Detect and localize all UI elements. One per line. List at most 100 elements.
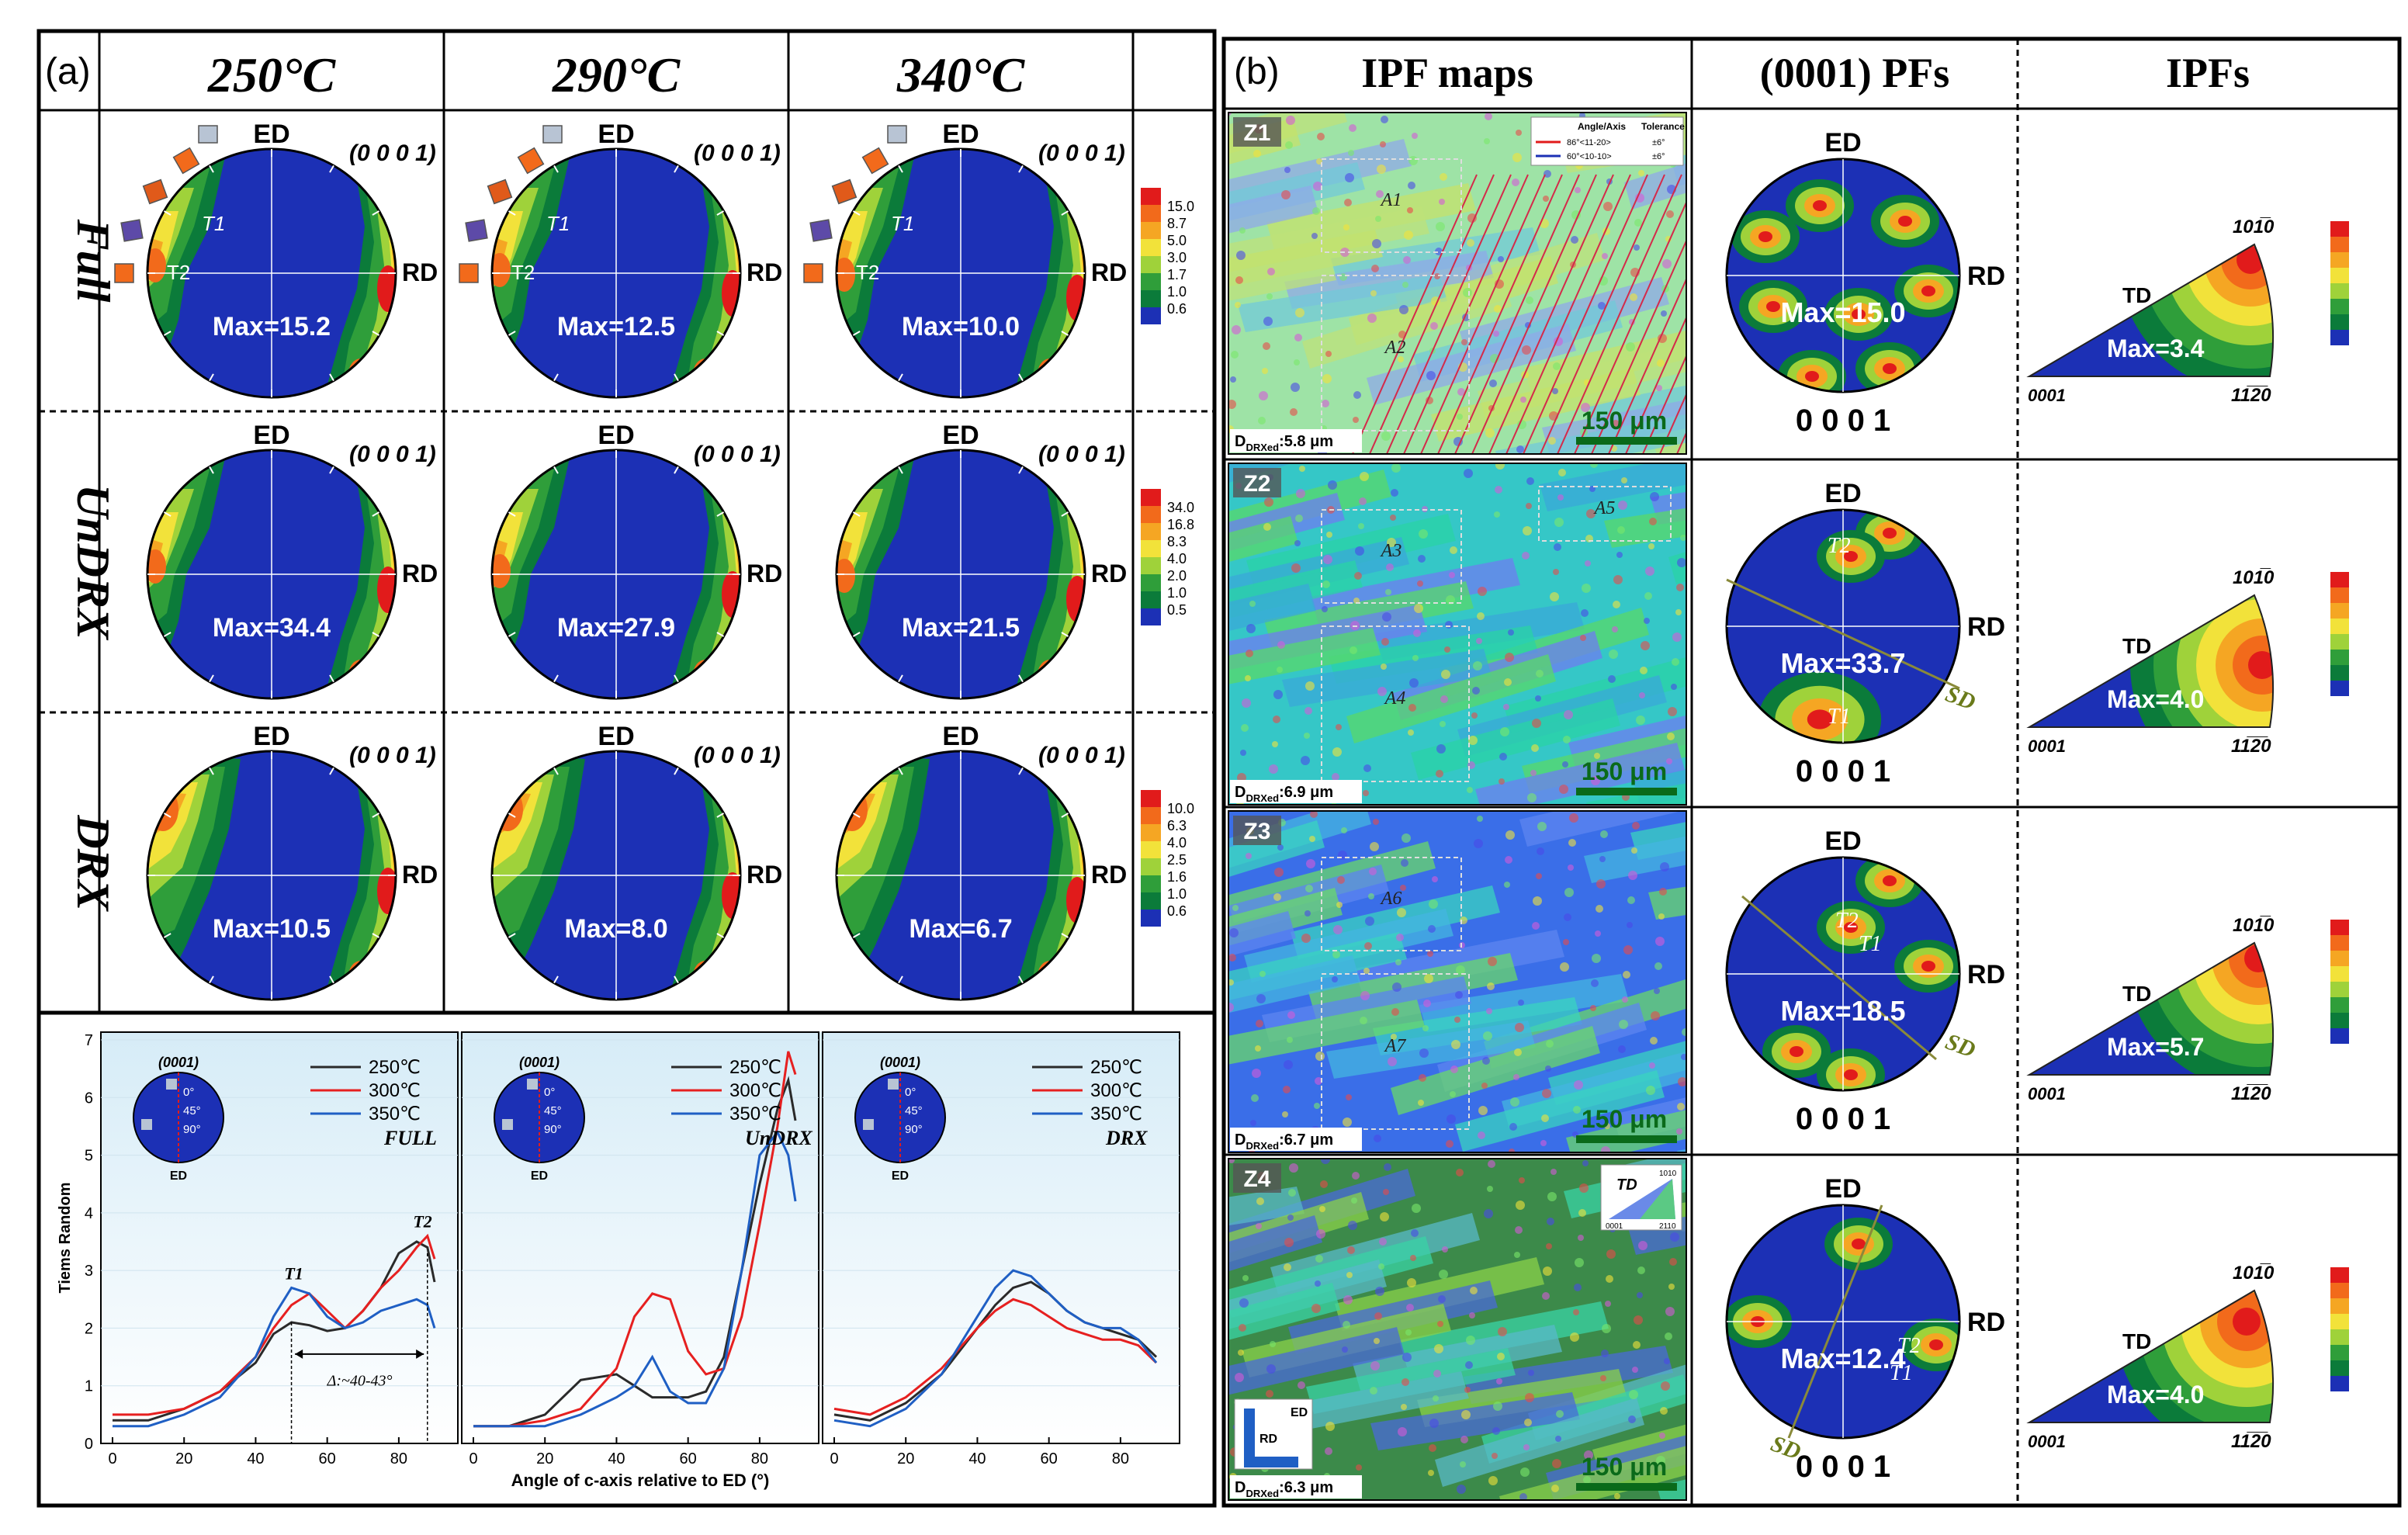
svg-text:60°<10-10>: 60°<10-10>: [1567, 152, 1612, 161]
scale-value: 0.5: [1167, 602, 1187, 618]
x-tick-label: 80: [390, 1450, 407, 1467]
panel-b-label: (b): [1234, 51, 1280, 92]
svg-text:0001: 0001: [1606, 1222, 1623, 1231]
scale-value: 1.0: [1167, 284, 1187, 300]
scale-bar: [1576, 1483, 1677, 1491]
ed-label: ED: [598, 421, 634, 450]
pole-figure: ED RD (0 0 0 1) Max=12.5 T1 T2: [459, 120, 782, 399]
x-tick-label: 20: [536, 1450, 553, 1467]
region-label: A5: [1593, 498, 1616, 518]
max-label: Max=6.7: [909, 914, 1012, 944]
x-tick-label: 0: [108, 1450, 116, 1467]
legend-label: 350℃: [369, 1104, 421, 1124]
x-tick-label: 40: [968, 1450, 986, 1467]
grain-size-label: DDRXed:6.7 μm: [1235, 1131, 1333, 1152]
ipf-color-bar: [2330, 920, 2349, 1044]
legend-label: 350℃: [1090, 1104, 1142, 1124]
scale-value: 5.0: [1167, 233, 1187, 248]
twin-label-t1: T1: [546, 212, 570, 235]
rd-label: RD: [1967, 960, 2005, 989]
row-labels: Full UnDRX DRX: [68, 219, 119, 913]
color-scale: 34.0 16.8 8.3 4.02.01.00.5: [1141, 489, 1194, 625]
x-tick-label: 60: [319, 1450, 336, 1467]
legend-label: 300℃: [369, 1080, 421, 1101]
ipf-color-bar: [2330, 221, 2349, 345]
pf-bottom-label: 0 0 0 1: [1796, 404, 1890, 438]
inset-title: (0001): [158, 1055, 199, 1070]
region-label: A2: [1384, 338, 1406, 358]
ipf-corner-0001: 0001: [2028, 1432, 2066, 1451]
crystal-cube-icon: [172, 147, 200, 175]
inset-ed-label: ED: [531, 1169, 548, 1183]
rd-label: RD: [1967, 612, 2005, 642]
pole-figure: ED RD (0 0 0 1) Max=27.9: [490, 421, 782, 700]
rd-label: RD: [1967, 1308, 2005, 1337]
svg-text:TD: TD: [1616, 1176, 1637, 1194]
panel-b-headers: IPF maps (0001) PFs IPFs: [1361, 50, 2250, 96]
ipf-corner-10-10: 101̅0: [2233, 567, 2275, 588]
ipf-max-label: Max=3.4: [2107, 334, 2205, 362]
x-tick-label: 60: [680, 1450, 697, 1467]
chart-title: FULL: [383, 1127, 437, 1149]
scale-value: 10.0: [1167, 801, 1194, 816]
scale-value: 15.0: [1167, 199, 1194, 214]
x-tick-label: 20: [175, 1450, 192, 1467]
y-tick-label: 7: [85, 1032, 93, 1049]
inset-angle-90: 90°: [544, 1123, 562, 1136]
ipf-color-bar: [2330, 1267, 2349, 1391]
rd-label: RD: [747, 258, 782, 286]
pf-max-label: Max=15.0: [1780, 296, 1905, 328]
twin-label-t1: T1: [202, 212, 225, 235]
ipf-corner-10-10: 101̅0: [2233, 217, 2275, 237]
scale-bar-label: 150 μm: [1582, 1453, 1667, 1481]
scale-value: 0.6: [1167, 301, 1187, 317]
rd-label: RD: [1967, 262, 2005, 291]
ipf-corner-11-20: 11̅2̅0: [2231, 1431, 2271, 1452]
grain-size-label: DDRXed:6.3 μm: [1235, 1479, 1333, 1499]
y-tick-label: 4: [85, 1205, 93, 1222]
scale-value: 4.0: [1167, 835, 1187, 851]
grain-size-label: DDRXed:6.9 μm: [1235, 784, 1333, 804]
legend-label: 250℃: [1090, 1057, 1142, 1078]
panel-b-frame: [1221, 36, 2402, 1508]
row-label: DRX: [68, 814, 119, 912]
svg-text:RD: RD: [1259, 1433, 1277, 1446]
region-box: [1321, 973, 1470, 1130]
pole-figure: ED RD (0 0 0 1) Max=10.0 T1 T2: [803, 120, 1127, 399]
pole-figure: ED RD (0 0 0 1) Max=8.0: [490, 722, 782, 1001]
ipf-max-label: Max=4.0: [2107, 1381, 2204, 1409]
ipf-corner-11-20: 11̅2̅0: [2231, 736, 2271, 757]
series-line: [113, 1233, 436, 1416]
column-header: (0001) PFs: [1760, 50, 1949, 96]
ipf-corner-0001: 0001: [2028, 736, 2066, 756]
svg-text:ED: ED: [1291, 1406, 1308, 1419]
zone-label: Z1: [1243, 120, 1270, 146]
color-scales: 15.08.75.03.01.71.00.634.016.88.34.02.01…: [1141, 188, 1194, 927]
crystal-cube-icon: [198, 125, 218, 144]
scale-value: 3.0: [1167, 250, 1187, 265]
zone-label: Z4: [1243, 1166, 1270, 1192]
color-scale: 15.0 8.7 5.0 3.0 1.7 1.00.6: [1141, 188, 1194, 324]
pf-max-label: Max=18.5: [1780, 995, 1905, 1027]
scale-value: 2.5: [1167, 852, 1187, 868]
max-label: Max=12.5: [557, 312, 675, 341]
legend-label: 250℃: [729, 1057, 781, 1078]
rd-label: RD: [402, 861, 438, 889]
crystal-cube-icon: [809, 219, 833, 242]
x-tick-label: 80: [1112, 1450, 1129, 1467]
sd-label: SD: [1942, 1029, 1979, 1063]
y-tick-label: 3: [85, 1263, 93, 1280]
temperature-headers: 250°C 290°C 340°C: [207, 47, 1026, 102]
ipf-map-image: Z1 A1 A2 150 μm DDRXed:5.8 μm Angle/Axis Toler…: [1228, 112, 1687, 455]
plane-label: (0 0 0 1): [1038, 140, 1125, 166]
max-label: Max=15.2: [213, 312, 331, 341]
plane-label: (0 0 0 1): [1038, 743, 1125, 768]
max-label: Max=34.4: [213, 613, 331, 643]
